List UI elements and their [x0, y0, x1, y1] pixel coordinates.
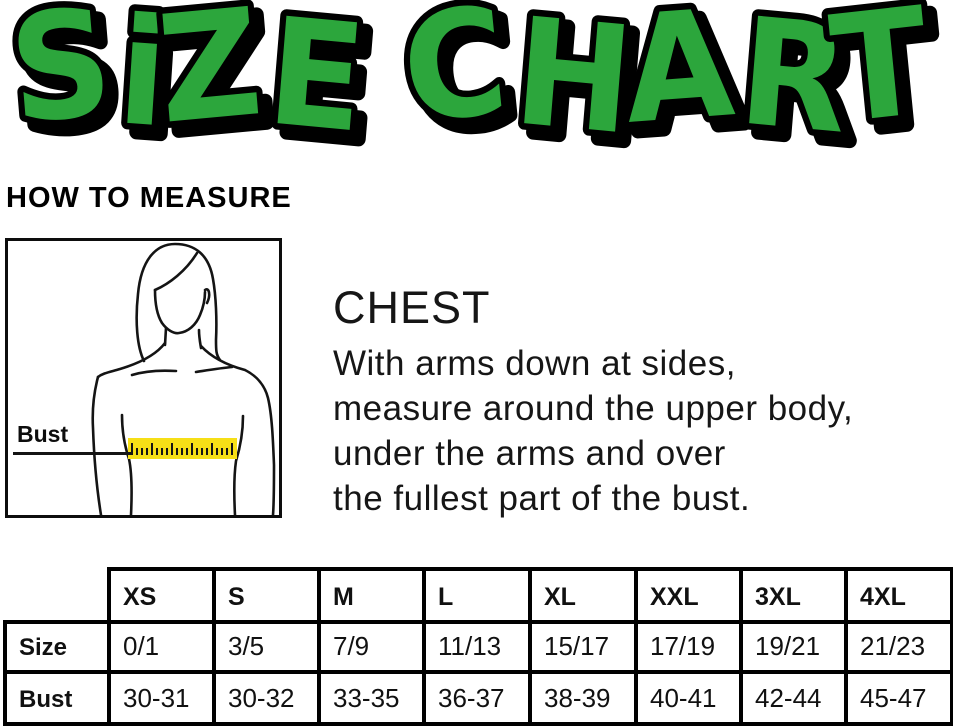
size-table-size-row: Size 0/1 3/5 7/9 11/13 15/17 17/19 19/21…: [3, 620, 953, 674]
col-header-m: M: [317, 567, 426, 624]
col-header-xxl: XXL: [634, 567, 743, 624]
size-value-3xl: 19/21: [739, 620, 848, 674]
right-shoulder-arm-path: [199, 344, 276, 515]
title-banner: SiZE CHART SiZE CHART: [0, 0, 953, 158]
blank-corner-cell: [5, 569, 109, 622]
col-header-4xl: 4XL: [844, 567, 953, 624]
chest-instructions: CHEST With arms down at sides, measure a…: [333, 284, 943, 521]
row-label-bust: Bust: [3, 670, 111, 726]
title-shadow-text: SiZE CHART: [12, 0, 945, 158]
bust-value-3xl: 42-44: [739, 670, 848, 726]
left-torso-path: [120, 413, 133, 515]
bust-value-s: 30-32: [212, 670, 321, 726]
size-table-header-row: XS S M L XL XXL 3XL 4XL: [5, 567, 953, 624]
collarbone-right-path: [194, 365, 234, 374]
bust-value-m: 33-35: [317, 670, 426, 726]
col-header-xl: XL: [528, 567, 638, 624]
col-header-l: L: [422, 567, 532, 624]
right-torso-path: [233, 414, 245, 515]
bust-value-4xl: 45-47: [844, 670, 953, 726]
size-value-xl: 15/17: [528, 620, 638, 674]
size-value-s: 3/5: [212, 620, 321, 674]
instruction-line-1: With arms down at sides,: [333, 344, 736, 384]
measure-figure-box: Bust: [5, 238, 282, 518]
forehead-path: [153, 251, 199, 292]
size-table: XS S M L XL XXL 3XL 4XL Size 0/1 3/5 7/9…: [3, 567, 953, 726]
size-table-bust-row: Bust 30-31 30-32 33-35 36-37 38-39 40-41…: [3, 670, 953, 726]
bust-value-xxl: 40-41: [634, 670, 743, 726]
col-header-3xl: 3XL: [739, 567, 848, 624]
woman-outline-illustration: [91, 242, 276, 515]
ear-path: [203, 288, 211, 305]
title-text: SiZE CHART: [3, 0, 936, 158]
size-value-m: 7/9: [317, 620, 426, 674]
row-label-size: Size: [3, 620, 111, 674]
tape-ticks-icon: [131, 443, 234, 455]
instruction-line-4: the fullest part of the bust.: [333, 479, 751, 519]
chest-heading: CHEST: [333, 282, 491, 333]
size-value-l: 11/13: [422, 620, 532, 674]
collarbone-left-path: [130, 369, 178, 377]
size-value-xxl: 17/19: [634, 620, 743, 674]
bust-value-xl: 38-39: [528, 670, 638, 726]
bust-label: Bust: [17, 421, 69, 447]
bust-value-l: 36-37: [422, 670, 532, 726]
bust-value-xs: 30-31: [107, 670, 216, 726]
instruction-line-3: under the arms and over: [333, 434, 726, 474]
instruction-line-2: measure around the upper body,: [333, 389, 854, 429]
face-path: [153, 288, 207, 335]
col-header-xs: XS: [107, 567, 216, 624]
left-shoulder-path: [96, 341, 167, 379]
left-arm-path: [91, 375, 103, 515]
col-header-s: S: [212, 567, 321, 624]
size-value-xs: 0/1: [107, 620, 216, 674]
hair-path: [135, 242, 222, 363]
measuring-tape: [128, 438, 237, 459]
how-to-measure-heading: HOW TO MEASURE: [6, 182, 292, 214]
size-value-4xl: 21/23: [844, 620, 953, 674]
bust-pointer-line: [13, 452, 131, 455]
